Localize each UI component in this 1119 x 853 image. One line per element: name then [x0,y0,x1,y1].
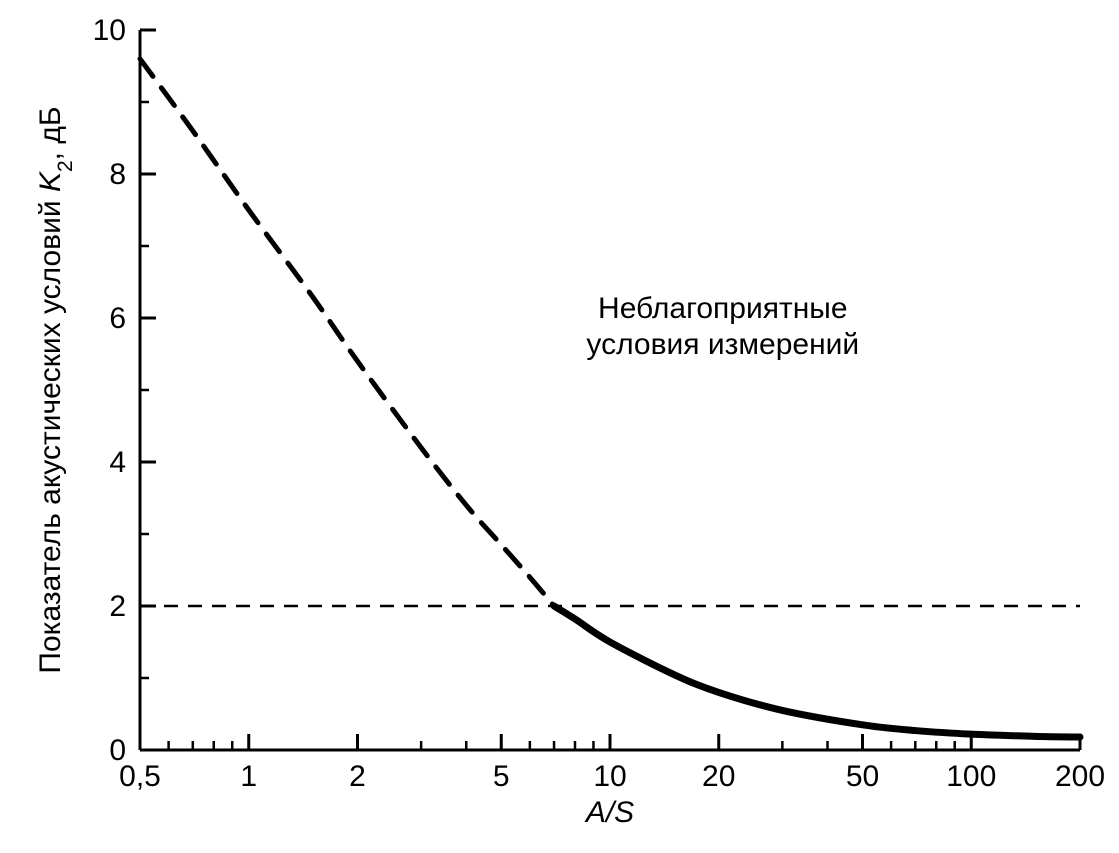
acoustic-chart: 0,51251020501002000246810A/SПоказатель а… [0,0,1119,853]
y-axis-label: Показатель акустических условий K2, дБ [34,106,77,673]
x-tick-label: 10 [593,760,626,793]
x-tick-label: 200 [1055,760,1105,793]
y-tick-label: 8 [109,158,126,191]
x-tick-label: 50 [846,760,879,793]
x-tick-label: 5 [493,760,510,793]
annotation-line2: условия измерений [586,328,859,361]
annotation-line1: Неблагоприятные [598,292,848,325]
curve-solid-segment [554,606,1080,737]
y-tick-label: 4 [109,446,126,479]
y-tick-label: 2 [109,590,126,623]
x-tick-label: 2 [349,760,366,793]
x-tick-label: 100 [946,760,996,793]
y-tick-label: 6 [109,302,126,335]
y-tick-label: 10 [93,14,126,47]
x-tick-label: 20 [702,760,735,793]
x-axis-label: A/S [584,796,634,829]
y-tick-label: 0 [109,734,126,767]
x-tick-label: 1 [240,760,257,793]
curve-dashed-segment [140,59,554,606]
